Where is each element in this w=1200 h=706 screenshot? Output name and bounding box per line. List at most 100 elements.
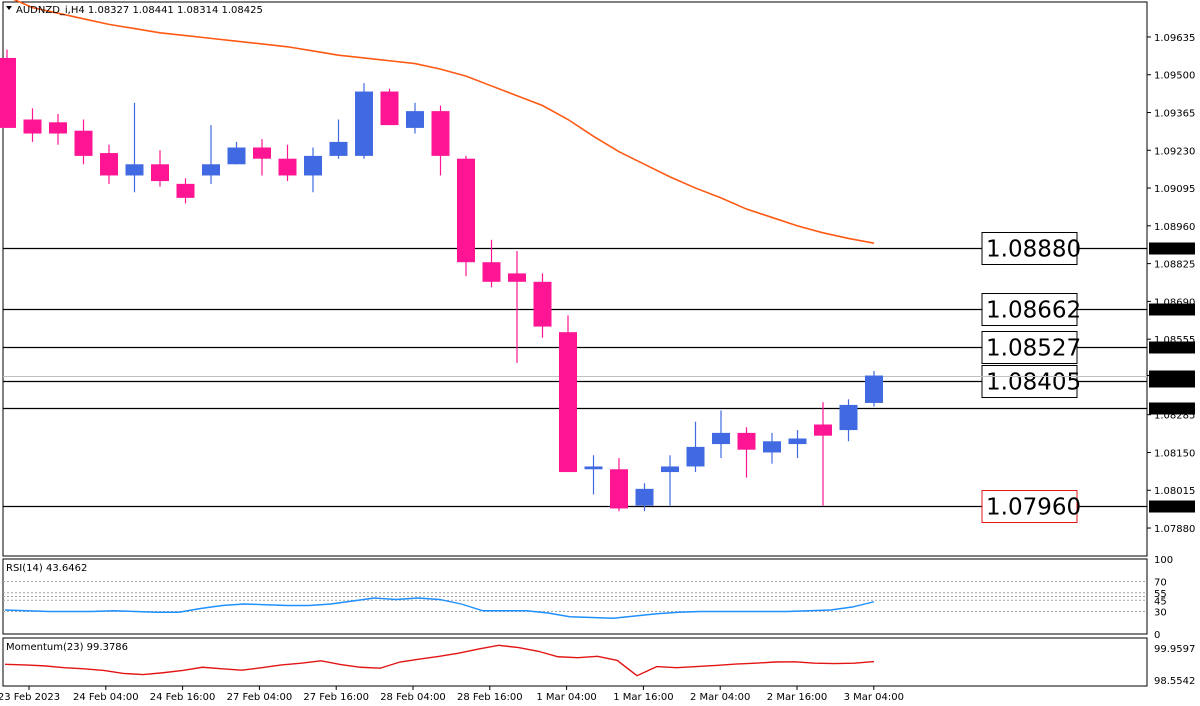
price-axis-tick-label: 1.09095 (1154, 184, 1195, 195)
candle-body (304, 155, 322, 176)
rsi-title: RSI(14) 43.6462 (6, 563, 87, 574)
level-axis-label: 1.08310 (1151, 405, 1192, 416)
rsi-axis-tick-label: 70 (1154, 578, 1167, 589)
level-callout-box (981, 232, 1078, 265)
time-axis-label: 1 Mar 04:00 (536, 692, 596, 703)
time-axis-label: 27 Feb 04:00 (227, 692, 293, 703)
candle-body (431, 111, 450, 156)
candle-body (635, 488, 654, 506)
momentum-axis-tick-label: 99.9597 (1154, 644, 1195, 655)
level-axis-label-box (1149, 341, 1195, 354)
level-axis-label-box (1149, 500, 1195, 513)
candle-body (788, 438, 807, 445)
candle-body (406, 111, 424, 128)
level-axis-label: 1.08662 (1151, 306, 1192, 317)
level-callout-label: 1.08662 (986, 298, 1081, 324)
level-callout-box (981, 490, 1078, 523)
momentum-axis-tick-label: 98.5542 (1154, 676, 1195, 687)
time-axis-label: 2 Mar 16:00 (767, 692, 827, 703)
level-callout-label: 1.08527 (986, 336, 1081, 362)
rsi-axis-tick-label: 0 (1154, 630, 1160, 641)
level-callout-box (981, 293, 1078, 326)
candle-body (610, 469, 628, 509)
momentum-line (4, 644, 875, 677)
candle-body (763, 441, 781, 453)
level-axis-label: 1.08405 (1151, 378, 1192, 389)
rsi-axis-tick-label: 45 (1154, 596, 1167, 607)
level-axis-label: 1.07957 (1151, 503, 1192, 514)
price-axis-tick-label: 1.08150 (1154, 448, 1195, 459)
candle-body (839, 404, 858, 431)
time-axis-label: 1 Mar 16:00 (613, 692, 673, 703)
rsi-axis-tick-label: 55 (1154, 589, 1167, 600)
candle-body (865, 375, 883, 403)
level-callout-label: 1.08880 (986, 237, 1081, 263)
time-axis-label: 3 Mar 04:00 (844, 692, 904, 703)
level-callout-label: 1.08405 (986, 370, 1081, 396)
price-axis-tick-label: 1.08285 (1154, 411, 1195, 422)
time-axis-label: 2 Mar 04:00 (690, 692, 750, 703)
level-callout-label: 1.07960 (986, 495, 1081, 521)
candle-body (151, 164, 169, 182)
price-axis-tick-label: 1.09230 (1154, 146, 1195, 157)
level-callout-box (981, 331, 1078, 364)
candle-body (482, 262, 501, 282)
momentum-title: Momentum(23) 99.3786 (6, 642, 128, 653)
time-axis-label: 24 Feb 16:00 (150, 692, 216, 703)
candle-body (202, 164, 220, 176)
candle-body (253, 147, 271, 159)
candle-body (712, 432, 730, 445)
candle-body (814, 424, 832, 436)
candle-body (533, 281, 552, 327)
candle-body (23, 119, 42, 134)
candle-body (329, 141, 348, 156)
price-axis-tick-label: 1.07880 (1154, 524, 1195, 535)
candle-body (176, 183, 195, 198)
candle-body (74, 130, 93, 156)
chart-symbol-header: AUDNZD_i,H4 1.08327 1.08441 1.08314 1.08… (16, 5, 263, 16)
level-callout-box (981, 365, 1078, 398)
candle-body (0, 57, 16, 128)
candle-body (686, 446, 705, 467)
candle-body (49, 122, 67, 134)
time-axis-label: 23 Feb 2023 (0, 692, 60, 703)
price-axis-tick-label: 1.08690 (1154, 297, 1195, 308)
candle-body (737, 432, 756, 450)
current-price-axis-label: 1.08425 (1151, 373, 1192, 384)
moving-average-line (13, 0, 875, 244)
price-axis-tick-label: 1.09635 (1154, 33, 1195, 44)
candle-body (457, 158, 475, 263)
candle-body (508, 273, 526, 282)
candle-body (100, 153, 118, 176)
level-axis-label: 1.08527 (1151, 344, 1192, 355)
level-axis-label: 1.08880 (1151, 245, 1192, 256)
rsi-axis-tick-label: 100 (1154, 555, 1173, 566)
price-axis-tick-label: 1.08825 (1154, 260, 1195, 271)
price-axis-tick-label: 1.08555 (1154, 335, 1195, 346)
current-price-axis-box (1149, 370, 1195, 383)
rsi-axis-tick-label: 30 (1154, 608, 1167, 619)
time-axis-label: 28 Feb 16:00 (457, 692, 523, 703)
momentum-pane-frame (2, 637, 1148, 687)
candle-body (380, 91, 399, 126)
rsi-line (4, 597, 875, 619)
candle-body (661, 466, 679, 473)
level-axis-label-box (1149, 402, 1195, 415)
price-axis-tick-label: 1.08960 (1154, 222, 1195, 233)
candle-body (227, 147, 246, 165)
candle-body (125, 164, 144, 176)
dropdown-triangle-icon (6, 6, 12, 10)
candle-body (559, 332, 577, 473)
candle-body (355, 91, 373, 156)
time-axis-label: 24 Feb 04:00 (73, 692, 139, 703)
price-axis-tick-label: 1.09500 (1154, 71, 1195, 82)
price-pane-frame (2, 1, 1148, 557)
time-axis-label: 27 Feb 16:00 (303, 692, 369, 703)
level-axis-label-box (1149, 242, 1195, 255)
time-axis-label: 28 Feb 04:00 (380, 692, 446, 703)
level-axis-label-box (1149, 303, 1195, 316)
candle-body (278, 158, 297, 176)
candle-body (584, 466, 603, 470)
